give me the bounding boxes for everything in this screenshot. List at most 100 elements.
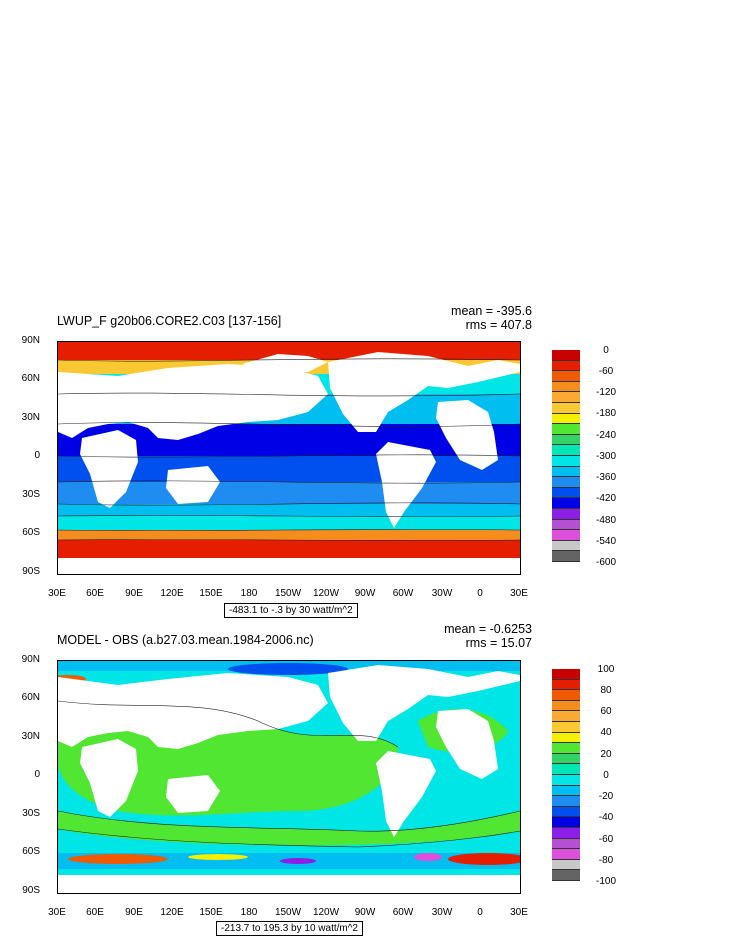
- panel-title: LWUP_F g20b06.CORE2.C03 [137-156]: [57, 314, 282, 328]
- colorbar-swatch: [552, 785, 580, 797]
- lat-label: 0: [34, 769, 40, 780]
- colorbar-swatch: [552, 455, 580, 467]
- lat-label: 60N: [21, 692, 40, 703]
- lon-label: 30W: [431, 907, 453, 918]
- colorbar-swatch: [552, 870, 580, 881]
- colorbar-swatch: [552, 530, 580, 541]
- colorbar-label: -540: [595, 536, 616, 547]
- rms-label: rms = 15.07: [465, 636, 532, 650]
- colorbar-label: -120: [595, 387, 616, 398]
- lon-label: 0: [477, 588, 483, 599]
- colorbar-swatch: [552, 540, 580, 552]
- colorbar-swatch: [552, 743, 580, 754]
- lon-label: 120W: [312, 907, 340, 918]
- colorbar-swatch: [552, 679, 580, 691]
- colorbar-swatch: [552, 774, 580, 786]
- lon-label: 90W: [354, 907, 376, 918]
- lat-label: 30N: [21, 731, 40, 742]
- lon-label: 90W: [354, 588, 376, 599]
- colorbar-label: -100: [595, 876, 616, 887]
- colorbar-swatch: [552, 392, 580, 403]
- map-model-obs: [57, 660, 521, 894]
- lon-label: 30E: [48, 588, 66, 599]
- colorbar-swatch: [552, 477, 580, 488]
- lon-label: 120W: [312, 588, 340, 599]
- lon-label: 30E: [48, 907, 66, 918]
- colorbar-swatch: [552, 732, 580, 744]
- colorbar-swatch: [552, 424, 580, 435]
- lat-label: 30S: [22, 489, 40, 500]
- colorbar-label: -600: [595, 557, 616, 568]
- range-label: -483.1 to -.3 by 30 watt/m^2: [224, 603, 358, 618]
- lon-label: 0: [477, 907, 483, 918]
- colorbar-swatch: [552, 350, 580, 361]
- colorbar-swatch: [552, 796, 580, 807]
- lon-label: 90E: [125, 588, 143, 599]
- colorbar-swatch: [552, 445, 580, 456]
- lon-label: 120E: [160, 588, 184, 599]
- lat-label: 90S: [22, 885, 40, 896]
- colorbar-label: 0: [603, 345, 609, 356]
- lat-label: 90N: [21, 654, 40, 665]
- colorbar-label: 80: [600, 685, 612, 696]
- colorbar-label: -180: [595, 408, 616, 419]
- colorbar-swatch: [552, 381, 580, 393]
- lon-label: 30W: [431, 588, 453, 599]
- colorbar-swatch: [552, 508, 580, 520]
- colorbar-label: -40: [598, 812, 614, 823]
- mean-label: mean = -0.6253: [444, 622, 532, 636]
- colorbar-swatch: [552, 360, 580, 372]
- colorbar-label: 0: [603, 770, 609, 781]
- colorbar-label: -360: [595, 472, 616, 483]
- colorbar-label: -420: [595, 493, 616, 504]
- colorbar-swatch: [552, 413, 580, 425]
- colorbar-swatch: [552, 519, 580, 531]
- colorbar-swatch: [552, 711, 580, 722]
- lon-label: 150W: [274, 588, 302, 599]
- lat-label: 90N: [21, 335, 40, 346]
- colorbar-swatch: [552, 753, 580, 765]
- colorbar-swatch: [552, 859, 580, 871]
- colorbar-label: -60: [598, 366, 614, 377]
- colorbar-swatch: [552, 817, 580, 828]
- colorbar-label: 20: [600, 749, 612, 760]
- colorbar-swatch: [552, 498, 580, 509]
- colorbar-swatch: [552, 838, 580, 850]
- lat-label: 0: [34, 450, 40, 461]
- lon-label: 60E: [86, 907, 104, 918]
- colorbar-swatch: [552, 806, 580, 818]
- colorbar-swatch: [552, 371, 580, 382]
- lon-label: 30E: [510, 907, 528, 918]
- colorbar-label: -80: [598, 855, 614, 866]
- colorbar-swatch: [552, 721, 580, 733]
- lat-label: 60N: [21, 373, 40, 384]
- lat-label: 60S: [22, 527, 40, 538]
- lon-label: 180: [240, 907, 258, 918]
- range-label: -213.7 to 195.3 by 10 watt/m^2: [216, 921, 363, 936]
- lon-label: 60E: [86, 588, 104, 599]
- colorbar-label: 100: [597, 664, 615, 675]
- colorbar-swatch: [552, 669, 580, 680]
- colorbar-swatch: [552, 764, 580, 775]
- colorbar-swatch: [552, 551, 580, 562]
- lat-label: 60S: [22, 846, 40, 857]
- colorbar-label: -20: [598, 791, 614, 802]
- colorbar-swatch: [552, 487, 580, 499]
- colorbar-swatch: [552, 849, 580, 860]
- colorbar-swatch: [552, 466, 580, 478]
- map-lwup: [57, 341, 521, 575]
- colorbar-swatch: [552, 690, 580, 701]
- colorbar-label: -480: [595, 515, 616, 526]
- colorbar-swatch: [552, 402, 580, 414]
- mean-label: mean = -395.6: [451, 304, 532, 318]
- colorbar-swatch: [552, 434, 580, 446]
- lon-label: 150E: [199, 588, 223, 599]
- lon-label: 30E: [510, 588, 528, 599]
- lon-label: 180: [240, 588, 258, 599]
- panel-title: MODEL - OBS (a.b27.03.mean.1984-2006.nc): [57, 633, 314, 647]
- lon-label: 120E: [160, 907, 184, 918]
- lon-label: 60W: [392, 907, 414, 918]
- colorbar-label: 40: [600, 727, 612, 738]
- lon-label: 90E: [125, 907, 143, 918]
- lat-label: 30N: [21, 412, 40, 423]
